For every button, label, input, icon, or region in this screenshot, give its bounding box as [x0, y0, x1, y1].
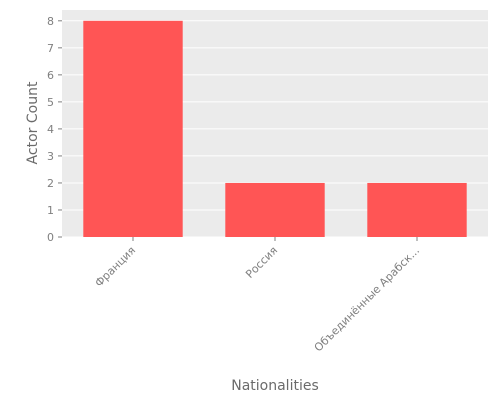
- y-tick-label: 4: [47, 123, 54, 136]
- bar-3: [367, 182, 467, 237]
- y-tick-label: 0: [47, 231, 54, 244]
- bar-2: [225, 182, 325, 237]
- x-tick-label: Объединённые Арабск...: [312, 244, 422, 354]
- y-axis-label: Actor Count: [25, 81, 41, 164]
- y-tick-label: 2: [47, 177, 54, 190]
- y-tick-label: 8: [47, 15, 54, 28]
- x-tick-label: Россия: [243, 244, 280, 281]
- y-tick-label: 3: [47, 150, 54, 163]
- x-tick-label: Франция: [92, 244, 138, 290]
- x-axis-ticks: Франция Россия Объединённые Арабск...: [92, 237, 422, 354]
- y-axis-ticks: 0 1 2 3 4 5 6 7 8: [47, 15, 62, 244]
- bars: [83, 20, 467, 237]
- x-axis-label: Nationalities: [231, 378, 319, 394]
- y-tick-label: 5: [47, 96, 54, 109]
- y-tick-label: 7: [47, 42, 54, 55]
- y-tick-label: 6: [47, 69, 54, 82]
- bar-1: [83, 20, 183, 237]
- y-tick-label: 1: [47, 204, 54, 217]
